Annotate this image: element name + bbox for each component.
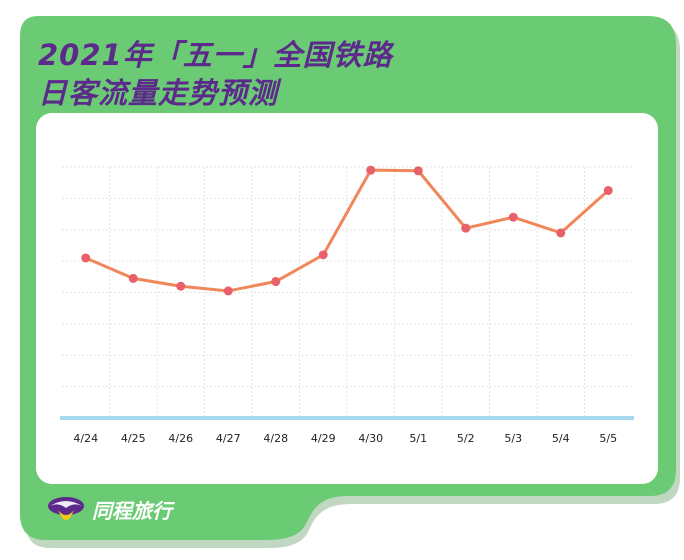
data-point-4-30 xyxy=(366,165,376,175)
data-point-5-3 xyxy=(508,212,518,222)
data-point-4-25 xyxy=(128,273,138,283)
x-tick-label: 4/25 xyxy=(121,432,146,445)
brand: 同程旅行 xyxy=(46,494,172,524)
data-point-5-5 xyxy=(603,186,613,196)
x-tick-label: 5/4 xyxy=(552,432,570,445)
x-tick-label: 4/30 xyxy=(358,432,383,445)
x-tick-label: 4/24 xyxy=(73,432,98,445)
chart-panel: 4/24 4/25 4/26 4/27 4/28 4/29 4/30 5/1 5/2 5/3 5/4… xyxy=(36,113,658,484)
x-tick-label: 4/29 xyxy=(311,432,336,445)
data-point-5-2 xyxy=(461,223,471,233)
x-tick-label: 4/27 xyxy=(216,432,241,445)
x-tick-label: 5/1 xyxy=(409,432,427,445)
data-point-4-27 xyxy=(223,286,233,296)
data-point-4-28 xyxy=(271,277,281,287)
data-point-4-24 xyxy=(81,253,91,263)
x-tick-label: 5/3 xyxy=(504,432,522,445)
data-point-5-4 xyxy=(556,228,566,238)
data-point-4-26 xyxy=(176,281,186,291)
series-line xyxy=(84,168,610,293)
data-point-4-29 xyxy=(318,250,328,260)
x-tick-label: 4/28 xyxy=(263,432,288,445)
data-point-5-1 xyxy=(413,166,423,176)
x-tick-label: 5/2 xyxy=(457,432,475,445)
page-title-line-1: 2021年「五一」全国铁路 xyxy=(38,38,393,72)
swallow-logo-icon xyxy=(48,497,84,520)
page-title-line-2: 日客流量走势预测 xyxy=(38,76,279,110)
brand-name: 同程旅行 xyxy=(92,498,172,523)
line-chart: 4/24 4/25 4/26 4/27 4/28 4/29 4/30 5/1 5/2 5/3 5/4… xyxy=(60,165,634,445)
x-tick-label: 4/26 xyxy=(168,432,193,445)
x-tick-label: 5/5 xyxy=(599,432,617,445)
